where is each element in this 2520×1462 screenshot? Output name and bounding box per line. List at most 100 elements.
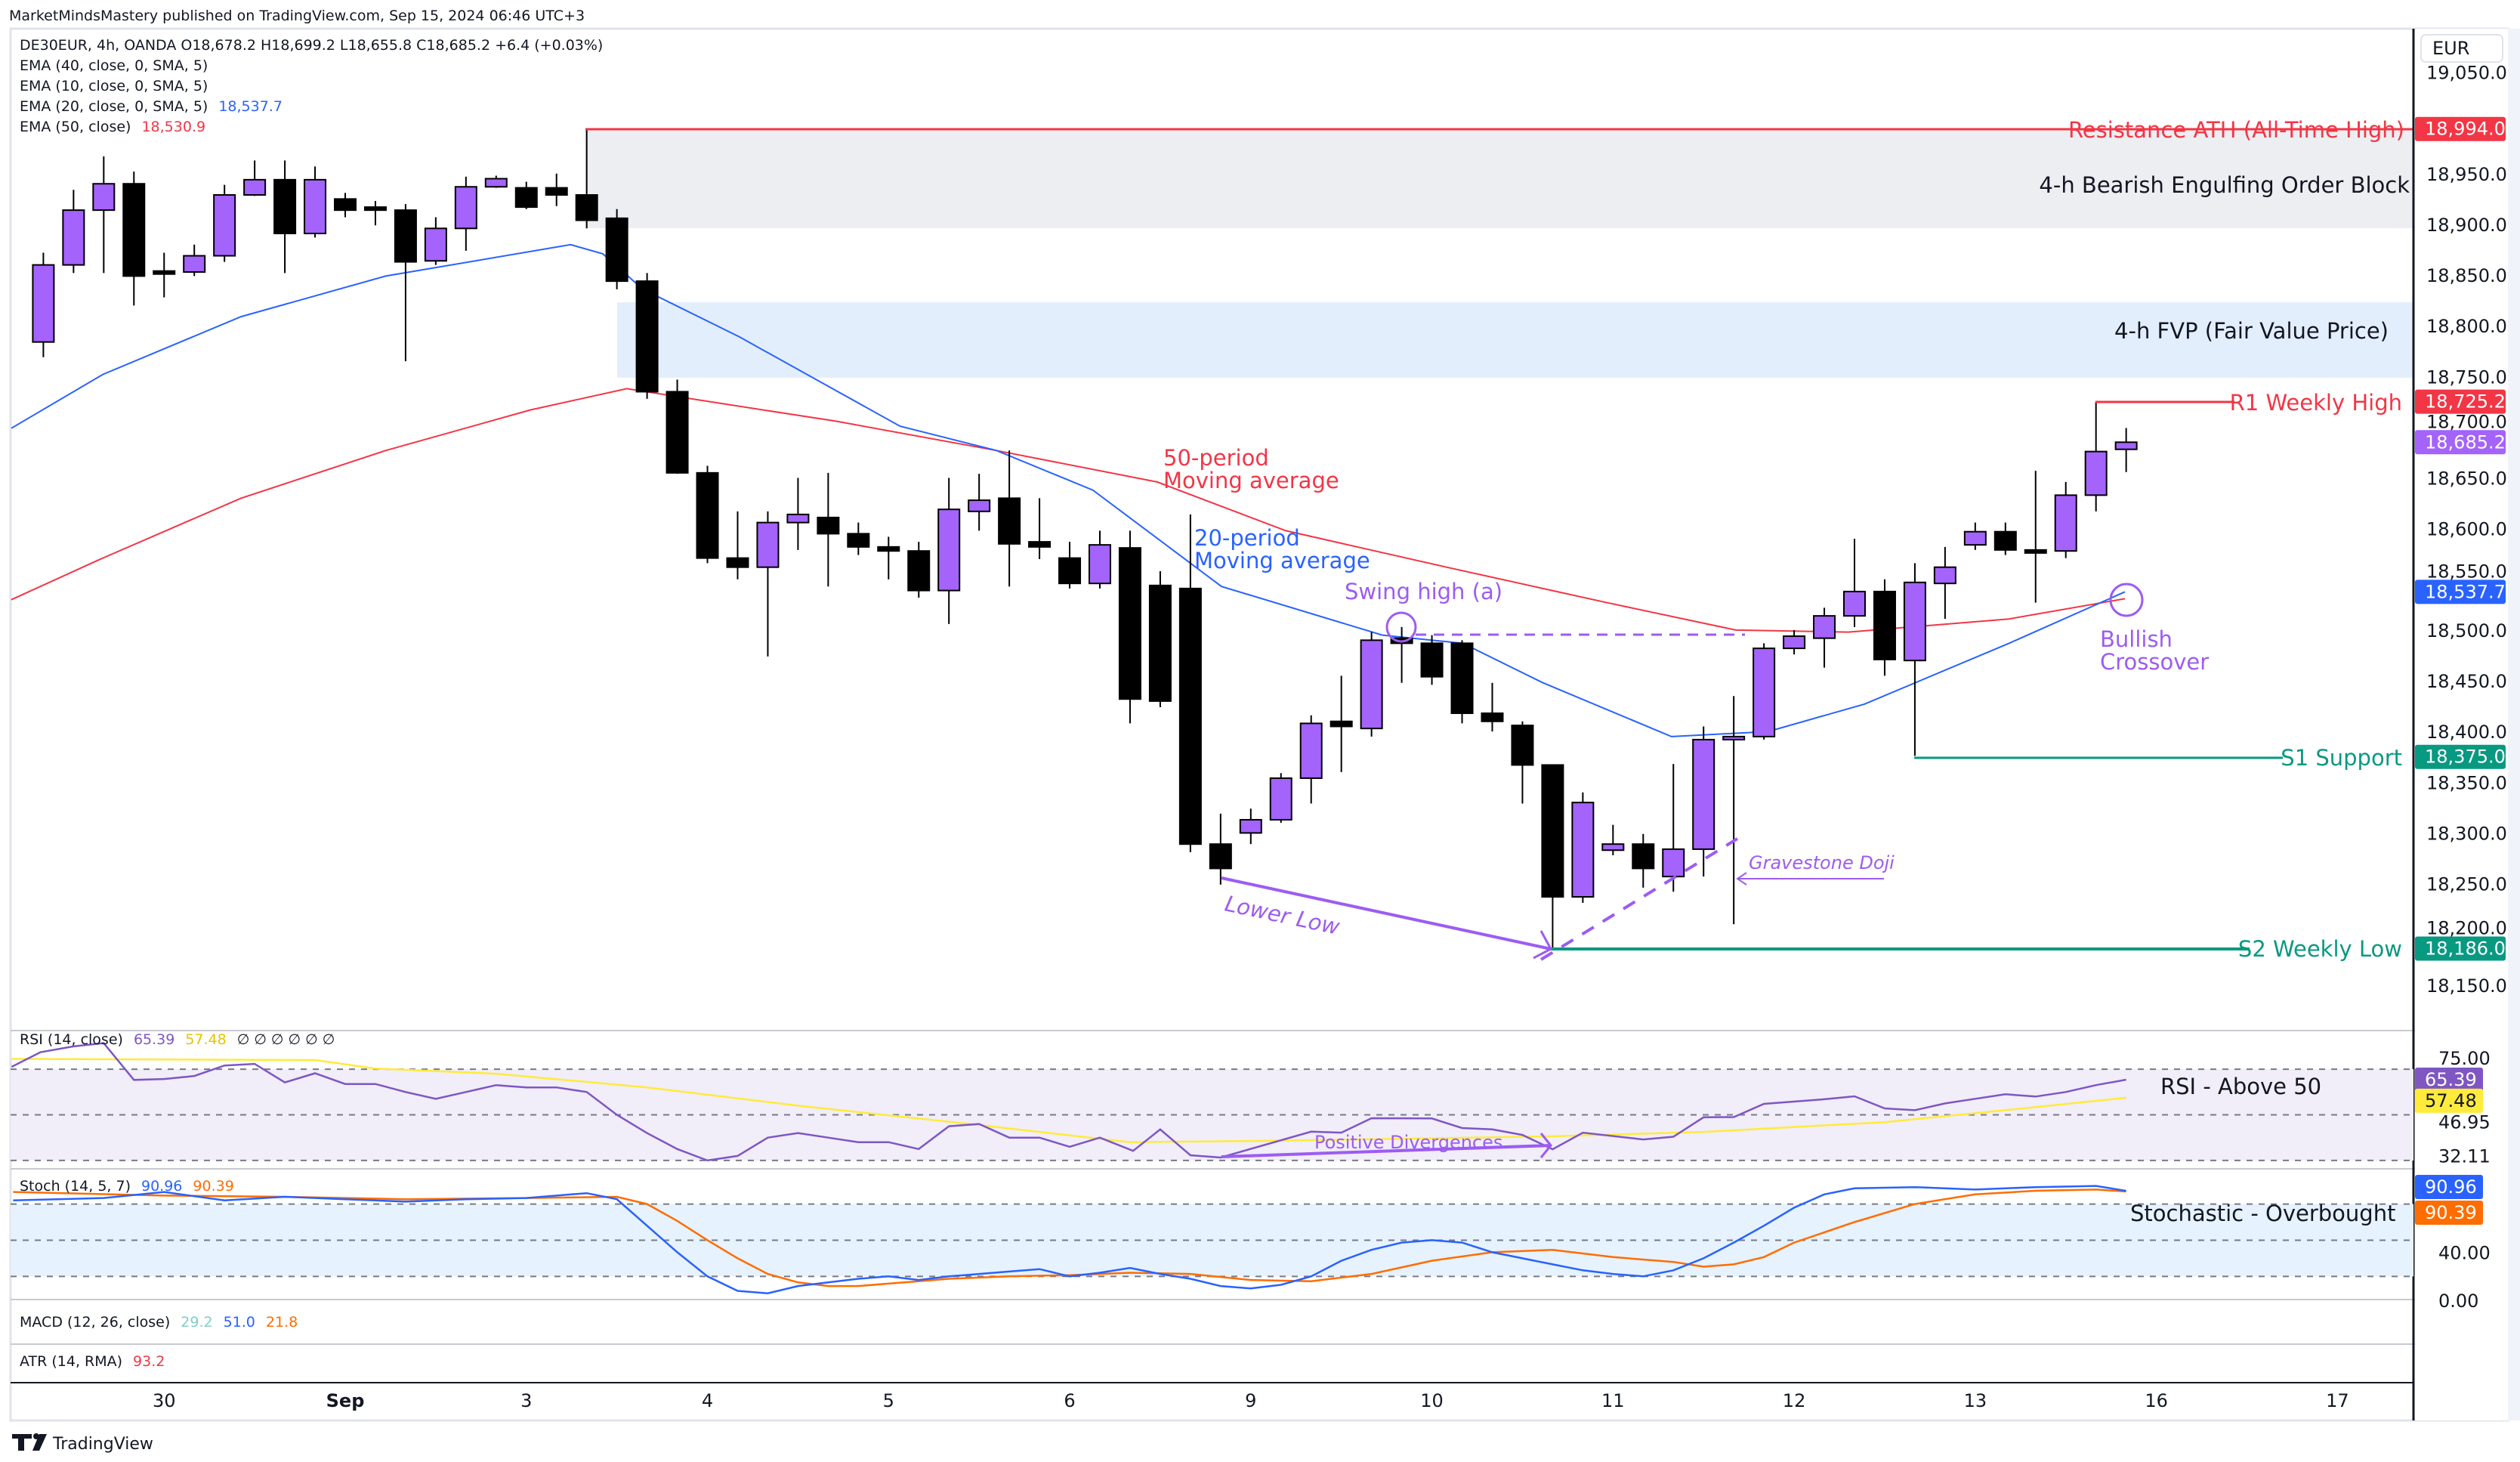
bearish-candle[interactable]: [817, 472, 840, 587]
bullish-candle[interactable]: [1571, 792, 1595, 904]
bullish-candle[interactable]: [1722, 696, 1746, 925]
bullish-candle[interactable]: [1089, 530, 1111, 589]
bullish-candle[interactable]: [304, 166, 327, 238]
bearish-candle[interactable]: [1028, 498, 1052, 559]
bearish-candle[interactable]: [394, 204, 417, 362]
bullish-candle[interactable]: [484, 175, 508, 188]
bearish-candle[interactable]: [907, 542, 931, 598]
bullish-candle[interactable]: [92, 156, 116, 274]
rsi-ma-line[interactable]: [11, 1058, 2126, 1143]
ema20-line[interactable]: [11, 243, 2126, 737]
bullish-candle[interactable]: [937, 478, 961, 624]
bullish-candle[interactable]: [1753, 643, 1776, 740]
bullish-candle[interactable]: [968, 474, 991, 531]
bearish-candle[interactable]: [1481, 682, 1504, 732]
bearish-candle[interactable]: [545, 173, 568, 206]
price-tag[interactable]: 18,375.0: [2415, 744, 2506, 769]
stoch-d-tag[interactable]: 90.39: [2415, 1201, 2483, 1225]
bullish-candle[interactable]: [1299, 715, 1323, 804]
stoch-d-line[interactable]: [13, 1188, 2126, 1287]
currency-button[interactable]: EUR: [2420, 34, 2503, 63]
bearish-candle[interactable]: [847, 522, 870, 555]
bearish-candle[interactable]: [514, 181, 538, 209]
price-tag[interactable]: 18,685.2: [2415, 430, 2506, 455]
bearish-candle[interactable]: [1390, 626, 1413, 683]
bullish-candle[interactable]: [424, 217, 447, 265]
bullish-candle[interactable]: [243, 160, 267, 196]
rsi-ma-tag[interactable]: 57.48: [2415, 1088, 2483, 1113]
bullish-candle[interactable]: [62, 190, 85, 274]
order-block-zone[interactable]: [585, 129, 2413, 228]
price-tag[interactable]: 18,537.7: [2415, 580, 2506, 604]
bullish-candle[interactable]: [1601, 824, 1625, 855]
bearish-candle[interactable]: [1993, 522, 2017, 555]
bearish-candle[interactable]: [877, 536, 900, 580]
price-tag[interactable]: 18,994.0: [2415, 116, 2506, 141]
rsi-line[interactable]: [11, 1042, 2126, 1162]
bearish-candle[interactable]: [1118, 530, 1141, 724]
bearish-candle[interactable]: [1873, 579, 1896, 676]
bullish-candle[interactable]: [2054, 481, 2077, 558]
rsi-title[interactable]: RSI (14, close): [20, 1031, 123, 1048]
bullish-candle[interactable]: [1903, 563, 1926, 756]
ema20-legend[interactable]: EMA (20, close, 0, SMA, 5): [20, 98, 208, 115]
bearish-candle[interactable]: [605, 209, 628, 289]
bullish-candle[interactable]: [1239, 808, 1262, 845]
stoch-k-line[interactable]: [13, 1185, 2126, 1294]
bullish-candle[interactable]: [1813, 607, 1836, 668]
bullish-candle[interactable]: [1783, 629, 1806, 655]
stoch-k-tag[interactable]: 90.96: [2415, 1175, 2483, 1199]
bullish-candle[interactable]: [756, 511, 780, 657]
macd-title[interactable]: MACD (12, 26, close): [20, 1314, 170, 1331]
bearish-candle[interactable]: [363, 201, 387, 226]
positive-divergence-arrow[interactable]: [1221, 1144, 1552, 1158]
currency-button-frame[interactable]: [2420, 34, 2503, 63]
ema50-legend[interactable]: EMA (50, close): [20, 119, 131, 135]
bullish-candle[interactable]: [1933, 546, 1956, 620]
bullish-candle[interactable]: [1269, 773, 1292, 823]
bearish-candle[interactable]: [1209, 813, 1232, 885]
bullish-candle[interactable]: [1963, 522, 1987, 550]
bearish-candle[interactable]: [1329, 675, 1353, 772]
swing-high-circle[interactable]: [1385, 611, 1417, 643]
bullish-candle[interactable]: [213, 184, 236, 262]
bearish-candle[interactable]: [153, 252, 176, 298]
bearish-candle[interactable]: [1178, 514, 1202, 852]
bearish-candle[interactable]: [334, 193, 357, 218]
bearish-candle[interactable]: [575, 128, 598, 229]
bearish-candle[interactable]: [1148, 571, 1172, 707]
bearish-candle[interactable]: [1450, 640, 1474, 724]
bullish-crossover-circle[interactable]: [2109, 583, 2144, 617]
rsi-value-tag[interactable]: 65.39: [2415, 1067, 2483, 1092]
bullish-candle[interactable]: [1360, 632, 1383, 737]
bearish-candle[interactable]: [635, 273, 659, 399]
bullish-candle[interactable]: [183, 244, 206, 277]
bullish-candle[interactable]: [786, 478, 810, 550]
bearish-candle[interactable]: [1058, 542, 1082, 589]
bullish-candle[interactable]: [32, 252, 55, 357]
bearish-candle[interactable]: [1511, 721, 1534, 804]
bearish-candle[interactable]: [122, 172, 146, 306]
bullish-candle[interactable]: [1692, 726, 1716, 877]
stoch-title[interactable]: Stoch (14, 5, 7): [20, 1178, 131, 1195]
ema50-line[interactable]: [11, 388, 2126, 633]
price-tag[interactable]: 18,725.2: [2415, 389, 2506, 414]
currency-button-label[interactable]: EUR: [2432, 38, 2469, 59]
bullish-candle[interactable]: [454, 176, 477, 251]
price-tag[interactable]: 18,186.0: [2415, 936, 2506, 961]
bearish-candle[interactable]: [696, 465, 719, 564]
ema40-legend[interactable]: EMA (40, close, 0, SMA, 5): [20, 57, 208, 74]
bearish-candle[interactable]: [1420, 635, 1444, 685]
ema10-legend[interactable]: EMA (10, close, 0, SMA, 5): [20, 78, 208, 94]
bullish-candle[interactable]: [2114, 428, 2138, 472]
bearish-candle[interactable]: [273, 160, 297, 274]
bearish-candle[interactable]: [666, 379, 689, 474]
bearish-candle[interactable]: [2024, 471, 2047, 603]
bearish-candle[interactable]: [1632, 833, 1655, 888]
bearish-candle[interactable]: [998, 450, 1021, 587]
atr-title[interactable]: ATR (14, RMA): [20, 1353, 122, 1370]
bullish-candle[interactable]: [1662, 764, 1685, 892]
lower-low-arrow[interactable]: [1221, 876, 1552, 950]
bearish-candle[interactable]: [726, 511, 749, 580]
